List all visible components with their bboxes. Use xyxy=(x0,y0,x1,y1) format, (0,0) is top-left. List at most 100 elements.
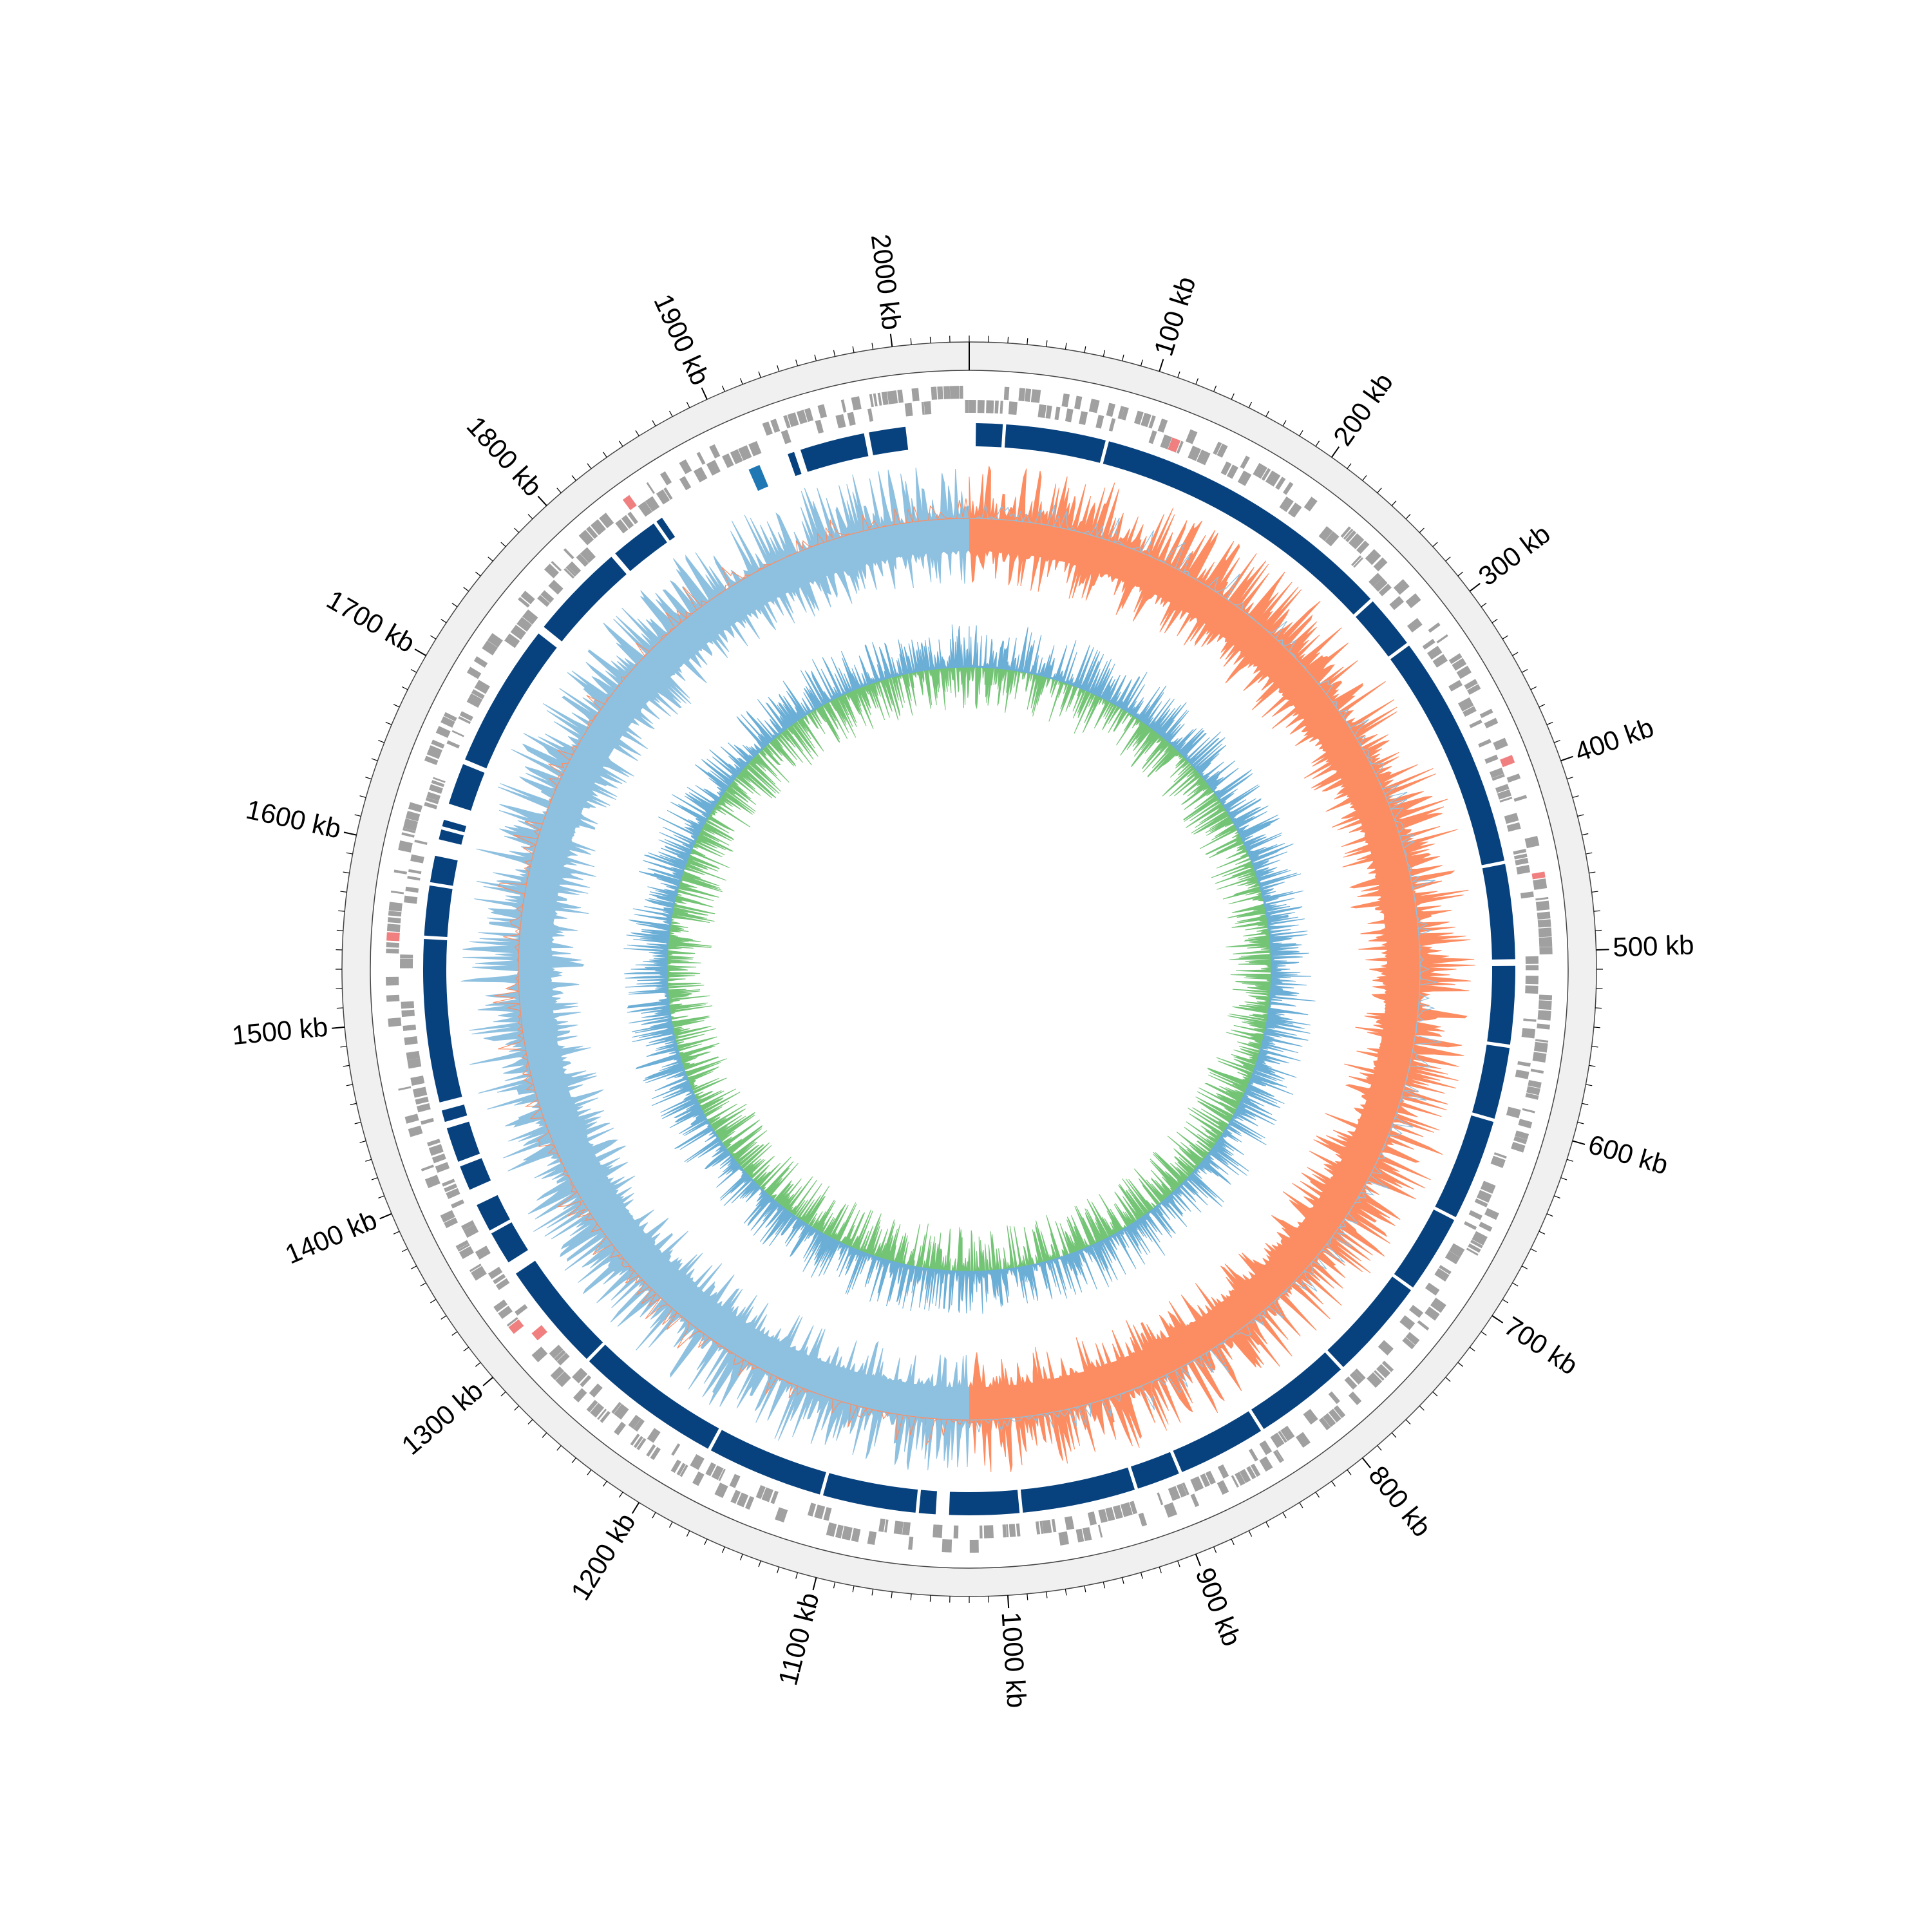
gene-feature xyxy=(576,554,589,567)
gene-feature xyxy=(1405,1332,1420,1345)
gene-feature xyxy=(1513,1136,1528,1144)
gene-feature xyxy=(1538,1000,1552,1010)
major-tick xyxy=(1195,1553,1202,1567)
homology-block xyxy=(1356,601,1407,657)
gene-feature xyxy=(663,487,673,500)
major-tick xyxy=(889,334,893,347)
minor-tick xyxy=(1512,1282,1519,1287)
gene-feature xyxy=(1064,1516,1075,1530)
minor-tick xyxy=(1248,401,1253,408)
gene-feature xyxy=(1523,1018,1537,1022)
major-tick xyxy=(1159,359,1164,372)
minor-tick xyxy=(1140,1572,1143,1579)
minor-tick xyxy=(410,668,417,673)
tick-marks xyxy=(332,334,1609,1609)
gene-feature xyxy=(942,1539,952,1553)
gene-feature xyxy=(1351,555,1362,566)
major-tick xyxy=(1560,755,1573,762)
minor-tick xyxy=(1560,1177,1567,1180)
tick-label: 900 kb xyxy=(1190,1564,1247,1651)
homology-block xyxy=(1004,424,1106,463)
minor-tick xyxy=(350,1103,357,1106)
gene-feature xyxy=(531,1347,548,1363)
gene-feature xyxy=(407,876,421,881)
gene-feature xyxy=(817,404,828,419)
gene-feature xyxy=(1205,1470,1217,1485)
minor-tick xyxy=(340,891,347,893)
gene-feature xyxy=(1469,719,1482,728)
tick-labels: 100 kb 200 kb 300 kb 400 kb 500 kb 600 kb 700 … xyxy=(231,232,1694,1709)
minor-tick xyxy=(1084,346,1086,353)
gene-feature xyxy=(1470,1239,1483,1249)
gene-feature xyxy=(1458,697,1474,712)
gene-feature xyxy=(466,667,482,679)
homology-block xyxy=(477,1195,510,1231)
homology-block xyxy=(1435,1115,1494,1217)
gene-feature xyxy=(1275,1449,1285,1462)
gene-feature xyxy=(421,1117,434,1125)
gene-feature xyxy=(1025,388,1032,402)
gene-feature xyxy=(1176,440,1184,454)
gene-feature xyxy=(1265,470,1281,487)
homology-block xyxy=(1020,1467,1135,1513)
minor-tick xyxy=(1554,1195,1560,1199)
gene-feature xyxy=(1513,849,1527,855)
minor-tick xyxy=(1512,652,1519,656)
gene-feature xyxy=(1120,1502,1133,1517)
gene-feature xyxy=(1533,1041,1548,1053)
minor-tick xyxy=(1419,1405,1425,1411)
major-tick xyxy=(343,831,357,836)
major-tick xyxy=(1469,583,1481,592)
major-tick xyxy=(631,1502,640,1514)
minor-tick xyxy=(602,1481,607,1487)
gene-feature xyxy=(1039,1520,1044,1534)
gene-feature xyxy=(1535,900,1550,911)
minor-tick xyxy=(542,1432,547,1438)
tick-label: 1900 kb xyxy=(648,289,715,389)
gene-feature xyxy=(959,386,963,399)
gene-feature xyxy=(755,1485,766,1499)
gene-feature xyxy=(706,460,721,476)
gene-feature xyxy=(722,453,734,468)
minor-tick xyxy=(1593,1027,1600,1028)
gene-feature xyxy=(1318,526,1333,542)
tick-label: 1500 kb xyxy=(231,1011,329,1050)
gene-feature xyxy=(841,1526,853,1540)
gene-feature xyxy=(564,568,575,579)
gene-feature xyxy=(908,1537,914,1550)
gene-feature xyxy=(878,1518,886,1532)
gene-feature xyxy=(796,410,808,424)
gene-feature xyxy=(1513,853,1528,860)
gene-feature xyxy=(498,1305,513,1320)
gene-feature xyxy=(965,399,969,413)
gene-feature xyxy=(1168,1486,1180,1501)
minor-tick xyxy=(1539,1231,1546,1235)
minor-tick xyxy=(1589,1065,1596,1067)
homology-block xyxy=(460,1158,491,1190)
gene-feature xyxy=(1436,634,1448,644)
minor-tick xyxy=(1546,1213,1553,1217)
gene-feature xyxy=(656,489,670,505)
gene-feature xyxy=(415,1096,429,1105)
minor-tick xyxy=(1391,500,1397,506)
gene-feature xyxy=(1444,1251,1461,1265)
minor-tick xyxy=(451,1331,458,1336)
minor-tick xyxy=(1577,814,1584,817)
gene-feature xyxy=(1493,1152,1507,1159)
gene-feature xyxy=(446,740,460,749)
minor-tick xyxy=(451,602,458,607)
gene-feature xyxy=(692,1471,705,1486)
major-tick xyxy=(1572,1140,1586,1145)
gene-feature xyxy=(1484,717,1499,729)
gene-feature xyxy=(402,1024,417,1031)
skew-opposite-spikes xyxy=(493,498,970,1446)
gene-feature xyxy=(469,1264,482,1273)
gene-feature xyxy=(614,1421,626,1435)
gene-feature xyxy=(451,1199,465,1209)
gene-feature xyxy=(1506,773,1521,783)
tick-label: 700 kb xyxy=(1499,1311,1584,1381)
homology-block xyxy=(422,939,462,1103)
gene-feature xyxy=(1279,496,1294,513)
gene-feature xyxy=(1097,1524,1103,1538)
